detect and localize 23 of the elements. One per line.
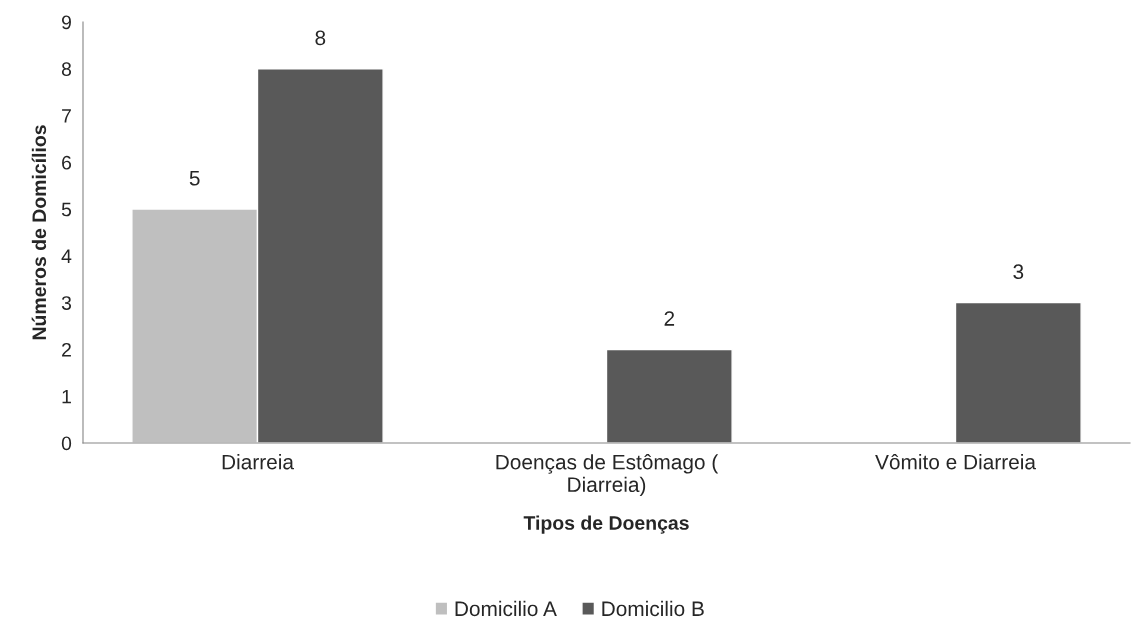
y-tick-label: 2 <box>62 342 71 357</box>
x-tick-label: Doenças de Estômago ( Diarreia) <box>496 454 719 497</box>
y-tick-label: 7 <box>62 109 71 123</box>
data-label: 2 <box>664 311 675 326</box>
y-tick-label: 4 <box>61 249 72 263</box>
bar <box>605 348 733 443</box>
y-tick-label: 5 <box>61 202 72 217</box>
y-axis-title: Números de Domicílios <box>31 125 47 340</box>
legend-label: Domicilio A <box>455 600 557 617</box>
y-tick-label: 6 <box>62 155 72 170</box>
data-label: 8 <box>315 30 326 46</box>
y-tick-label: 1 <box>62 389 71 404</box>
x-axis-title: Tipos de Doenças <box>523 515 689 534</box>
x-tick-label: Diarreia <box>222 454 294 470</box>
data-label: 3 <box>1013 264 1024 280</box>
legend-label: Domicilio B <box>602 600 704 617</box>
y-tick-label: 0 <box>61 436 72 451</box>
data-label: 5 <box>189 171 200 186</box>
y-tick-label: 9 <box>61 15 71 30</box>
bar <box>954 301 1082 443</box>
x-tick-label: Vômito e Diarreia <box>875 454 1036 470</box>
y-tick-label: 8 <box>61 62 72 77</box>
y-tick-label: 3 <box>61 296 72 310</box>
